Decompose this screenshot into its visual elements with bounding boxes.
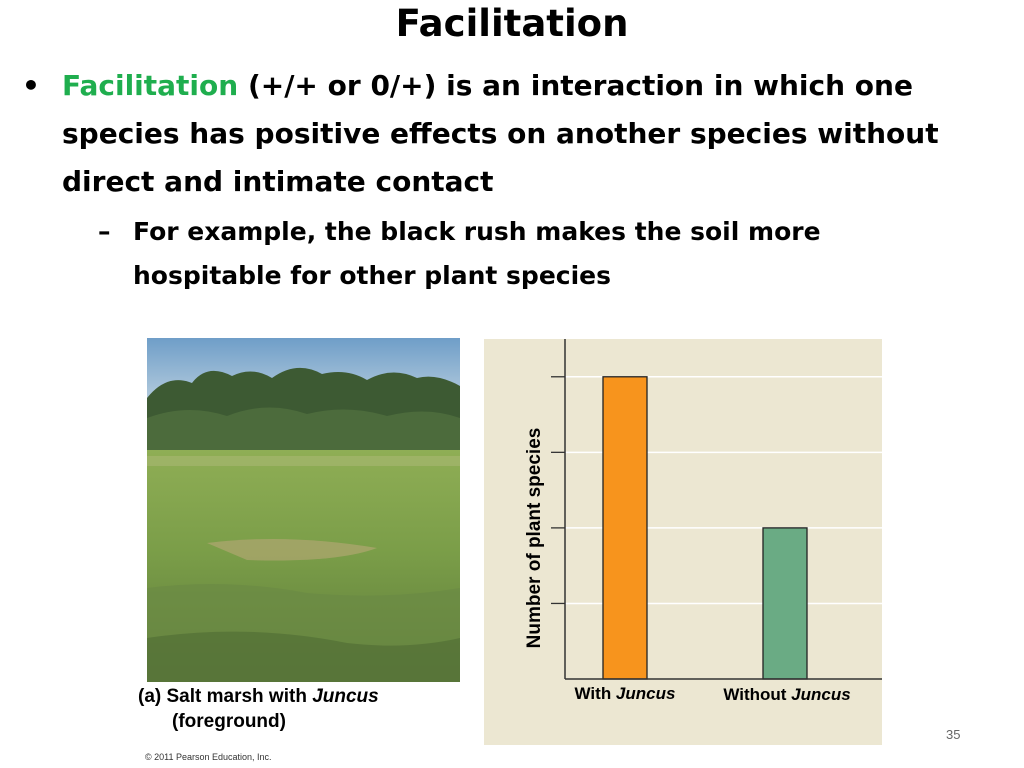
- caption-line2: (foreground): [172, 711, 286, 732]
- salt-marsh-photo: [147, 338, 460, 682]
- sub-bullet: – For example, the black rush makes the …: [98, 210, 898, 298]
- main-bullet: • Facilitation (+/+ or 0/+) is an intera…: [22, 62, 992, 206]
- caption-text: (a) Salt marsh with: [138, 686, 313, 707]
- copyright-notice: © 2011 Pearson Education, Inc.: [145, 752, 272, 762]
- photo-caption: (a) Salt marsh with Juncus (foreground): [138, 684, 379, 734]
- bullet-marker: •: [22, 69, 40, 102]
- sub-bullet-marker: –: [98, 217, 111, 246]
- bullet-body: (+/+ or 0/+) is an interaction in which …: [62, 69, 939, 198]
- bar-2: [762, 527, 808, 680]
- x-category-label-without: Without Juncus: [723, 685, 851, 704]
- caption-italic: Juncus: [312, 686, 379, 707]
- bullet-text: Facilitation (+/+ or 0/+) is an interact…: [62, 62, 992, 206]
- page-number: 35: [946, 727, 961, 742]
- bar-chart-svg: [551, 339, 882, 680]
- x-category-label-with: With Juncus: [574, 684, 676, 703]
- slide-title: Facilitation: [395, 2, 629, 45]
- bullet-term: Facilitation: [62, 69, 239, 102]
- y-axis-label: Number of plant species: [524, 427, 545, 649]
- bar-1: [602, 376, 648, 680]
- bar-chart: [484, 339, 882, 745]
- sub-bullet-text: For example, the black rush makes the so…: [133, 217, 821, 290]
